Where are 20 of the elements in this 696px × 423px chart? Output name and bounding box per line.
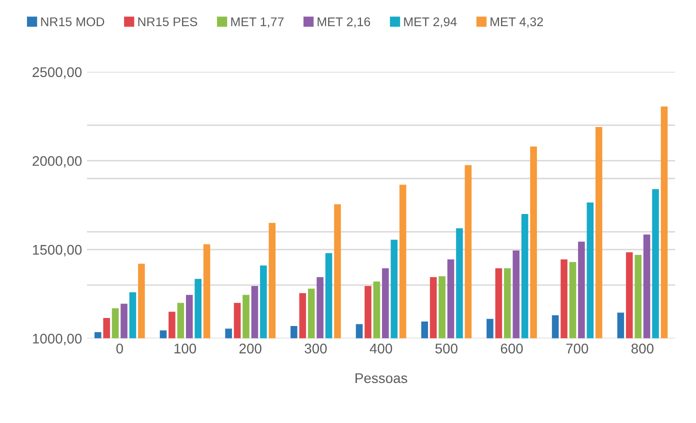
x-tick-label: 600 <box>500 344 523 354</box>
x-tick-label: 100 <box>174 344 196 354</box>
x-axis-title: Pessoas <box>356 373 408 384</box>
x-tick-label: 500 <box>435 344 458 354</box>
legend-label: MET 1,77 <box>231 17 284 28</box>
legend-label: NR15 PES <box>138 17 198 26</box>
legend-label: MET 2,16 <box>318 17 370 28</box>
x-tick-label: 300 <box>304 344 327 354</box>
legend-label: MET 2,94 <box>404 17 457 28</box>
legend-label: NR15 MOD <box>41 17 104 26</box>
x-tick-label: 800 <box>631 344 654 354</box>
legend-label: MET 4,32 <box>490 17 543 28</box>
x-tick-label: 0 <box>116 344 123 354</box>
y-tick-label: 2000,00 <box>32 156 82 168</box>
x-tick-label: 200 <box>239 344 262 354</box>
y-tick-label: 1500,00 <box>33 244 82 256</box>
x-tick-label: 700 <box>566 344 588 354</box>
x-tick-label: 400 <box>370 344 392 354</box>
y-tick-label: 2500,00 <box>32 67 82 79</box>
y-tick-label: 1000,00 <box>33 334 82 346</box>
